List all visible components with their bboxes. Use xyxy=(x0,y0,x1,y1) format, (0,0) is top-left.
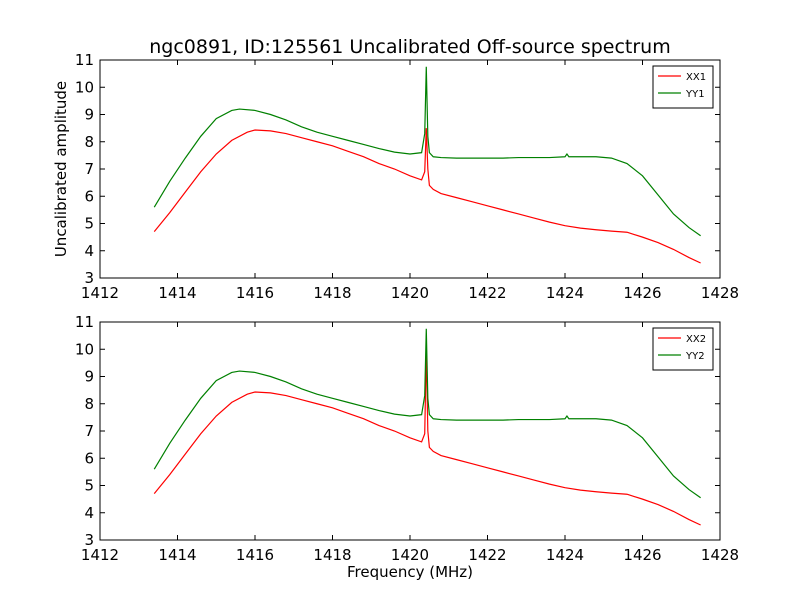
x-tick-label: 1428 xyxy=(701,546,739,564)
top-panel: 1412 1414 1416 1418 1420 1422 1424 1426 1428 3 4 5 6… xyxy=(75,51,739,302)
y-tick-label: 3 xyxy=(84,269,94,287)
y-tick-label: 10 xyxy=(75,78,94,96)
x-tick-label: 1414 xyxy=(158,284,196,302)
series-line-yy2 xyxy=(153,328,701,499)
series-line-yy1 xyxy=(153,66,701,237)
y-tick-label: 9 xyxy=(84,368,94,386)
legend-label-xx2: XX2 xyxy=(686,334,706,345)
y-tick-label: 8 xyxy=(84,133,94,151)
x-tick-label: 1412 xyxy=(81,546,119,564)
x-tick-label: 1422 xyxy=(468,546,506,564)
bottom-panel: 1412 1414 1416 1418 1420 1422 1424 1426 1428 3 4 5 6… xyxy=(75,313,739,564)
legend: XX1 YY1 xyxy=(652,65,714,109)
legend: XX2 YY2 xyxy=(652,327,714,371)
legend-box xyxy=(652,327,714,371)
x-tick-label: 1428 xyxy=(701,284,739,302)
y-tick-label: 11 xyxy=(75,51,94,69)
legend-label-yy2: YY2 xyxy=(685,351,705,362)
plot-frame xyxy=(99,59,721,279)
y-axis-label: Uncalibrated amplitude xyxy=(52,81,70,257)
y-tick-label: 4 xyxy=(84,242,94,260)
y-tick-label: 5 xyxy=(84,477,94,495)
x-tick-label: 1416 xyxy=(236,546,274,564)
x-tick-label: 1420 xyxy=(391,546,429,564)
x-tick-label: 1420 xyxy=(391,284,429,302)
y-tick-label: 7 xyxy=(84,422,94,440)
x-tick-label: 1416 xyxy=(236,284,274,302)
x-tick-label: 1418 xyxy=(313,546,351,564)
y-tick-label: 4 xyxy=(84,504,94,522)
series-line-xx1 xyxy=(153,128,701,264)
y-tick-label: 11 xyxy=(75,313,94,331)
y-tick-label: 5 xyxy=(84,215,94,233)
y-tick-label: 6 xyxy=(84,187,94,205)
y-tick-label: 10 xyxy=(75,340,94,358)
x-tick-label: 1424 xyxy=(546,284,584,302)
legend-label-xx1: XX1 xyxy=(686,72,706,83)
x-tick-label: 1426 xyxy=(623,284,661,302)
x-axis-label: Frequency (MHz) xyxy=(347,563,473,581)
plot-frame xyxy=(99,321,721,541)
chart-title: ngc0891, ID:125561 Uncalibrated Off-sour… xyxy=(149,36,670,58)
y-tick-label: 3 xyxy=(84,531,94,549)
y-tick-label: 8 xyxy=(84,395,94,413)
x-tick-label: 1412 xyxy=(81,284,119,302)
legend-label-yy1: YY1 xyxy=(685,89,705,100)
x-tick-label: 1426 xyxy=(623,546,661,564)
x-tick-label: 1414 xyxy=(158,546,196,564)
y-tick-label: 6 xyxy=(84,449,94,467)
x-tick-label: 1424 xyxy=(546,546,584,564)
legend-box xyxy=(652,65,714,109)
x-tick-label: 1418 xyxy=(313,284,351,302)
x-tick-label: 1422 xyxy=(468,284,506,302)
y-tick-label: 9 xyxy=(84,106,94,124)
y-tick-label: 7 xyxy=(84,160,94,178)
